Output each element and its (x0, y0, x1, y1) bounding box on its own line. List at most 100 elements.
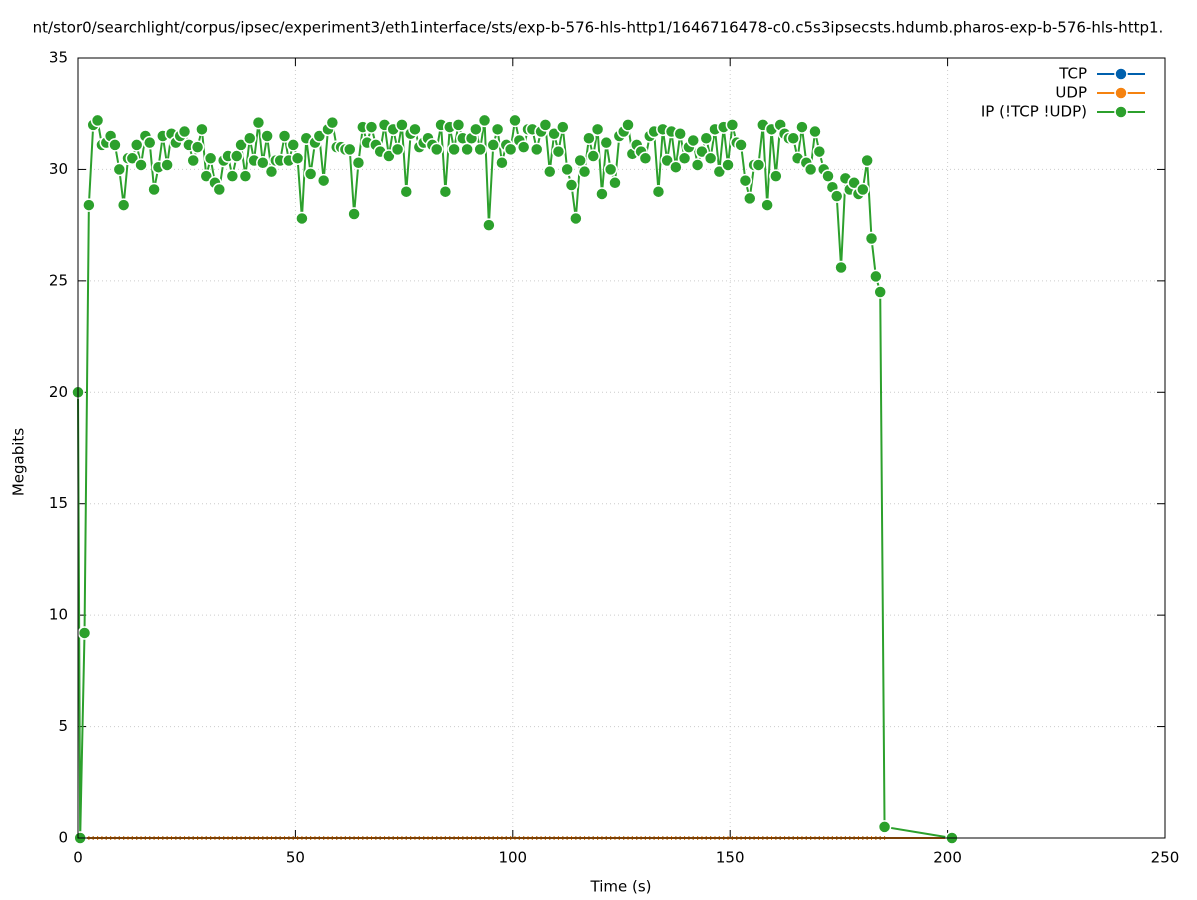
data-point (743, 191, 757, 206)
data-point (277, 129, 292, 143)
data-point (699, 131, 714, 145)
data-point (473, 142, 487, 157)
data-point (590, 122, 605, 137)
data-point (482, 218, 496, 232)
data-point (669, 160, 683, 174)
data-point (795, 120, 809, 134)
data-point (382, 149, 396, 163)
data-point (877, 820, 892, 834)
data-point (495, 155, 509, 170)
data-point (82, 198, 96, 212)
data-point (486, 138, 500, 152)
data-point (556, 120, 570, 134)
data-point (190, 140, 205, 154)
data-point (508, 113, 522, 128)
data-point (347, 207, 361, 221)
y-tick-label: 15 (49, 494, 68, 512)
data-point (860, 153, 874, 168)
data-point (569, 211, 583, 226)
data-point (264, 164, 279, 179)
x-tick-label: 100 (498, 849, 527, 867)
legend-marker (1114, 86, 1128, 100)
data-point (503, 142, 518, 157)
data-point (564, 178, 579, 192)
data-point (560, 162, 574, 177)
data-point (238, 169, 253, 183)
data-point (677, 151, 692, 166)
data-point (856, 182, 870, 197)
y-tick-label: 10 (49, 606, 68, 624)
data-point (225, 169, 240, 183)
data-point (586, 149, 600, 163)
data-point (408, 122, 422, 137)
data-point (516, 140, 531, 154)
data-point (477, 113, 492, 128)
data-point (112, 162, 127, 177)
data-point (808, 124, 822, 139)
data-point (725, 118, 740, 132)
legend-label: UDP (1055, 84, 1087, 102)
y-tick-label: 35 (49, 49, 68, 67)
data-point (177, 124, 192, 139)
data-point (90, 113, 105, 128)
x-tick-label: 250 (1151, 849, 1180, 867)
data-point (621, 118, 635, 132)
data-point (160, 158, 174, 172)
data-point (212, 182, 227, 197)
data-point (316, 173, 331, 188)
data-point (203, 151, 218, 166)
y-tick-label: 0 (58, 829, 68, 847)
x-tick-label: 0 (73, 849, 83, 867)
data-point (595, 187, 609, 201)
data-point (108, 138, 122, 152)
data-point (390, 142, 405, 157)
data-point (129, 138, 144, 152)
data-point (451, 118, 466, 132)
chart-title: nt/stor0/searchlight/corpus/ipsec/experi… (33, 19, 1164, 37)
data-point (351, 155, 366, 170)
data-point (673, 127, 687, 141)
data-point (834, 260, 848, 275)
data-point (325, 115, 340, 130)
data-point (638, 151, 653, 166)
data-point (529, 142, 544, 157)
data-point (551, 144, 566, 159)
x-tick-label: 150 (716, 849, 745, 867)
y-tick-label: 25 (49, 271, 68, 289)
data-point (234, 138, 248, 152)
data-point (608, 176, 622, 190)
y-axis-label: Megabits (10, 428, 28, 496)
data-point (599, 135, 614, 150)
data-point (116, 198, 131, 212)
data-point (395, 118, 409, 132)
legend-marker (1114, 105, 1128, 119)
data-point (721, 158, 735, 172)
data-point (803, 162, 818, 177)
data-point (582, 131, 596, 145)
data-point (77, 626, 92, 640)
data-point (577, 164, 592, 179)
x-tick-label: 50 (286, 849, 305, 867)
legend-marker (1114, 67, 1128, 81)
x-axis-label: Time (s) (590, 878, 652, 896)
data-point (469, 122, 483, 137)
data-point (438, 184, 453, 199)
data-point (399, 184, 414, 199)
data-point (769, 169, 783, 183)
data-point (712, 164, 727, 179)
data-point (695, 144, 709, 159)
data-point (343, 142, 357, 157)
data-point (229, 149, 244, 163)
data-point (829, 189, 844, 203)
data-point (303, 167, 318, 181)
data-point (703, 151, 718, 166)
data-point (686, 133, 700, 148)
data-point (286, 138, 300, 152)
data-point (195, 122, 209, 137)
data-point (538, 118, 553, 132)
data-point (147, 182, 161, 197)
legend-label: IP (!TCP !UDP) (981, 103, 1087, 121)
grid: 0 50 100 150 200 250 0 5 10 15 20 25 30 35 (49, 49, 1179, 867)
